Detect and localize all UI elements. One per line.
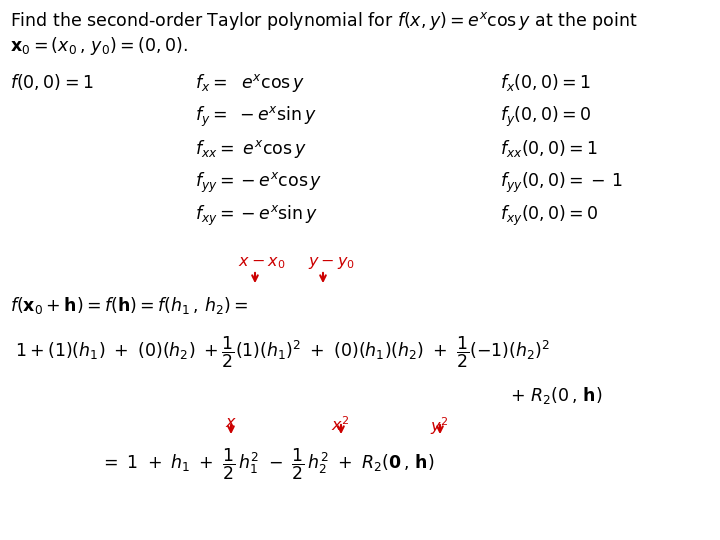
Text: $y^2$: $y^2$ (430, 415, 449, 437)
Text: $f(\mathbf{x}_0 + \mathbf{h}) = f(\mathbf{h}) = f(h_1\,,\,h_2) = $: $f(\mathbf{x}_0 + \mathbf{h}) = f(\mathb… (10, 295, 248, 316)
Text: $f_x = \ \ e^x \cos y$: $f_x = \ \ e^x \cos y$ (195, 72, 305, 94)
Text: $= \ 1 \ + \ h_1 \ + \ \dfrac{1}{2}\,h_1^2 \ - \ \dfrac{1}{2}\,h_2^2 \ + \ R_2(\: $= \ 1 \ + \ h_1 \ + \ \dfrac{1}{2}\,h_1… (100, 447, 434, 482)
Text: $f_{yy}(0,0) = -\,1$: $f_{yy}(0,0) = -\,1$ (500, 171, 622, 195)
Text: $x^2$: $x^2$ (331, 415, 350, 434)
Text: $x - x_0$: $x - x_0$ (238, 255, 285, 271)
Text: $f_{xy} = -e^x \sin y$: $f_{xy} = -e^x \sin y$ (195, 204, 318, 228)
Text: $f_x(0,0) = 1$: $f_x(0,0) = 1$ (500, 72, 591, 93)
Text: $x$: $x$ (225, 415, 237, 430)
Text: Find the second-order Taylor polynomial for $f(x,y) = e^x \cos y$ at the point: Find the second-order Taylor polynomial … (10, 10, 637, 32)
Text: $f_{yy} = -e^x \cos y$: $f_{yy} = -e^x \cos y$ (195, 171, 323, 195)
Text: $f_y(0,0) = 0$: $f_y(0,0) = 0$ (500, 105, 592, 129)
Text: $f_{xx} = \ e^x \cos y$: $f_{xx} = \ e^x \cos y$ (195, 138, 307, 160)
Text: $1 + (1)(h_1) \ + \ (0)(h_2) \ + \dfrac{1}{2}(1)(h_1)^2 \ + \ (0)(h_1)(h_2) \ + : $1 + (1)(h_1) \ + \ (0)(h_2) \ + \dfrac{… (15, 335, 550, 370)
Text: $f_y = \ -e^x \sin y$: $f_y = \ -e^x \sin y$ (195, 105, 317, 129)
Text: $\mathbf{x}_0 = (x_0\,,\, y_0) = (0,0)$.: $\mathbf{x}_0 = (x_0\,,\, y_0) = (0,0)$. (10, 35, 188, 57)
Text: $y - y_0$: $y - y_0$ (308, 255, 355, 271)
Text: $f_{xy}(0,0) = 0$: $f_{xy}(0,0) = 0$ (500, 204, 599, 228)
Text: $f_{xx}(0,0) = 1$: $f_{xx}(0,0) = 1$ (500, 138, 598, 159)
Text: $+ \ R_2(0\,,\,\mathbf{h})$: $+ \ R_2(0\,,\,\mathbf{h})$ (510, 385, 603, 406)
Text: $f(0,0) = 1$: $f(0,0) = 1$ (10, 72, 94, 92)
